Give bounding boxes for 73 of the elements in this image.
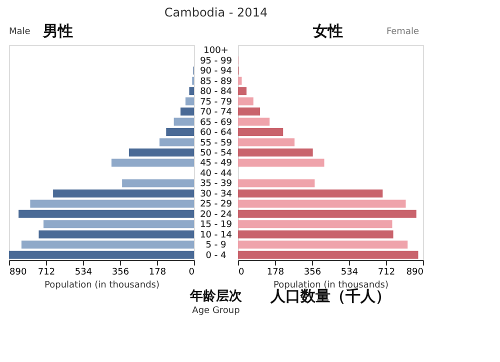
bar — [238, 118, 270, 126]
category-label: 20 - 24 — [200, 210, 232, 220]
text: Male — [9, 27, 31, 37]
bar — [53, 189, 194, 198]
bar — [238, 250, 418, 259]
x-tick-label: 534 — [74, 268, 92, 278]
bar — [238, 128, 284, 136]
bar — [238, 87, 247, 96]
bar — [18, 210, 194, 218]
bar — [174, 118, 194, 126]
bar — [128, 148, 194, 156]
category-label: 15 - 19 — [200, 220, 232, 230]
category-label: 80 - 84 — [200, 87, 232, 98]
category-label: 5 - 9 — [206, 240, 226, 251]
bar — [238, 189, 383, 198]
x-tick-label: 534 — [340, 268, 358, 278]
x-tick-label: 178 — [266, 268, 284, 278]
text: Female — [386, 27, 420, 37]
x-tick-label: 356 — [112, 268, 130, 278]
category-label: 100+ — [204, 46, 228, 56]
bar — [44, 220, 194, 228]
category-label: 25 - 29 — [200, 200, 232, 210]
bar — [238, 97, 254, 106]
category-label: 65 - 69 — [200, 118, 232, 128]
y-axis-title: Age Group — [192, 306, 240, 316]
x-tick-label: 712 — [38, 268, 56, 278]
bar — [166, 128, 194, 136]
bar — [122, 179, 194, 188]
bar — [238, 220, 392, 228]
x-tick-label: 890 — [406, 268, 424, 278]
bar — [21, 240, 194, 249]
category-label: 90 - 94 — [200, 66, 232, 77]
text: 年龄层次 — [189, 289, 243, 304]
bar — [238, 200, 406, 208]
bar — [111, 158, 194, 167]
x-tick-label: 178 — [148, 268, 166, 278]
bar — [38, 230, 194, 238]
bar — [185, 97, 194, 106]
category-label: 95 - 99 — [200, 56, 232, 66]
category-label: 60 - 64 — [200, 128, 232, 138]
bar — [238, 108, 260, 116]
category-label: 85 - 89 — [200, 76, 232, 87]
bar — [159, 138, 194, 146]
text: 女性 — [312, 22, 343, 40]
category-label: 70 - 74 — [200, 108, 232, 118]
category-label: 30 - 34 — [200, 189, 232, 200]
bar — [238, 210, 416, 218]
x-tick-label: 0 — [238, 268, 244, 278]
bar — [189, 87, 194, 96]
x-tick-label: 0 — [188, 268, 195, 278]
chart-title: Cambodia - 2014 — [164, 6, 268, 20]
bar — [238, 179, 315, 188]
bar — [238, 138, 295, 146]
bar — [180, 108, 194, 116]
x-tick-label: 356 — [304, 268, 322, 278]
category-label: 55 - 59 — [200, 138, 232, 148]
bar — [238, 230, 394, 238]
category-label: 45 - 49 — [200, 158, 232, 169]
text: 男性 — [42, 22, 73, 40]
category-label: 10 - 14 — [200, 230, 232, 240]
bar — [238, 240, 408, 249]
category-label: 35 - 39 — [200, 179, 232, 190]
category-label: 75 - 79 — [200, 97, 232, 108]
bar — [238, 158, 324, 167]
bar — [238, 76, 242, 85]
category-label: 50 - 54 — [200, 148, 232, 158]
bar — [30, 200, 194, 208]
bar — [238, 148, 313, 156]
x-tick-label: 890 — [10, 268, 27, 278]
x-axis-title: Population (in thousands) — [44, 280, 160, 290]
x-tick-label: 712 — [378, 268, 396, 278]
category-label: 0 - 4 — [206, 250, 226, 261]
category-label: 40 - 44 — [200, 168, 232, 179]
